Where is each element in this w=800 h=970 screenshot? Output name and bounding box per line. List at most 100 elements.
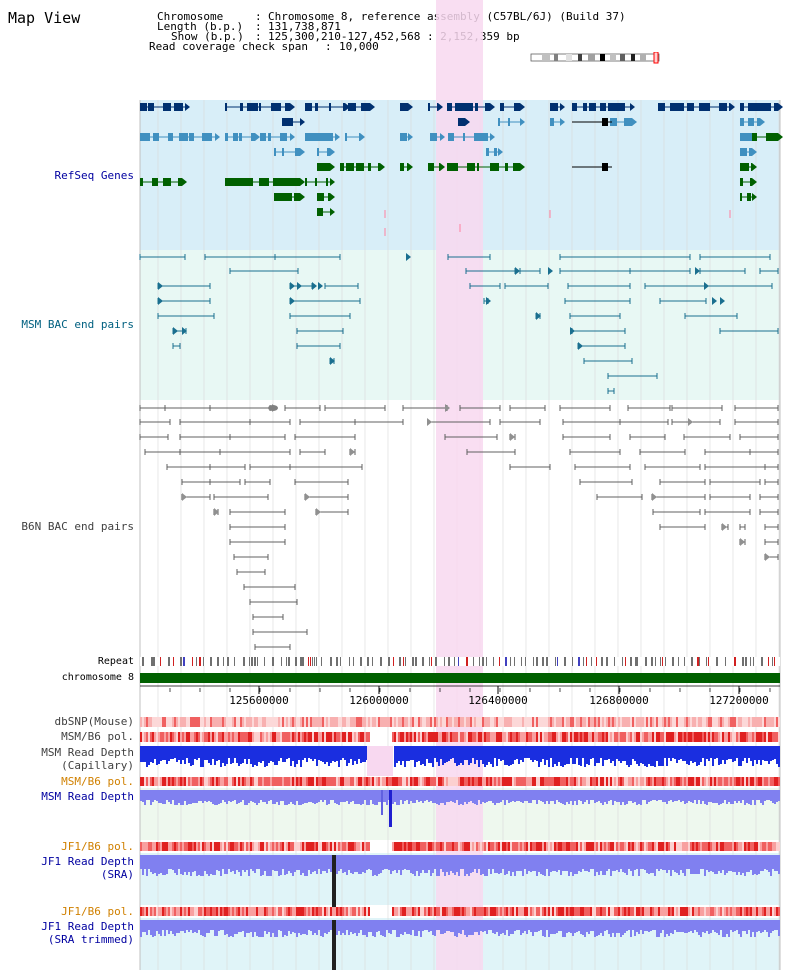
track-label-chromosome[interactable]: chromosome 8 — [61, 672, 134, 683]
depth-bar — [648, 855, 650, 874]
track-label-msm-b6-pol[interactable]: MSM/B6 pol. — [61, 730, 134, 743]
jf1-pol2-cell — [302, 907, 304, 916]
depth-bar — [448, 855, 450, 875]
depth-bar — [276, 790, 278, 802]
depth-bar — [754, 920, 756, 937]
track-label-jf1-b6-pol-2[interactable]: JF1/B6 pol. — [61, 905, 134, 918]
msm-pol-cell — [720, 732, 722, 742]
depth-bar — [734, 855, 736, 872]
depth-bar — [720, 855, 722, 873]
msm-pol-cell — [290, 732, 292, 742]
gene-exon — [740, 118, 744, 126]
jf1-pol2-cell — [346, 907, 348, 916]
jf1-pol-cell — [550, 842, 552, 851]
msm-pol2-cell — [464, 777, 466, 786]
dbsnp-cell — [150, 717, 152, 727]
repeat-element — [578, 657, 580, 666]
depth-bar — [384, 855, 386, 869]
track-label-repeat[interactable]: Repeat — [97, 656, 134, 667]
depth-bar — [464, 920, 466, 935]
track-label-jf1-depth-sra[interactable]: JF1 Read Depth (SRA) — [41, 855, 134, 881]
dbsnp-cell — [426, 717, 428, 727]
jf1-pol2-cell — [262, 907, 264, 916]
depth-bar — [660, 746, 662, 766]
dbsnp-cell — [586, 717, 588, 727]
depth-bar — [284, 920, 286, 935]
gene-exon — [168, 133, 173, 141]
depth-bar — [710, 920, 712, 933]
depth-bar — [706, 790, 708, 805]
jf1-pol2-cell — [536, 907, 538, 916]
dbsnp-cell — [646, 717, 648, 727]
msm-pol-cell — [216, 732, 218, 742]
depth-bar — [234, 920, 236, 934]
depth-bar — [454, 855, 456, 875]
track-label-dbsnp[interactable]: dbSNP(Mouse) — [54, 715, 134, 728]
gene-exon — [328, 193, 330, 201]
depth-bar — [268, 920, 270, 932]
msm-pol-cell — [462, 732, 464, 742]
track-label-jf1-depth-trimmed[interactable]: JF1 Read Depth (SRA trimmed) — [41, 920, 134, 946]
jf1-pol2-cell — [212, 907, 214, 916]
depth-bar — [558, 746, 560, 762]
jf1-pol2-cell — [280, 907, 282, 916]
chromosome-ideogram[interactable] — [530, 52, 662, 64]
jf1-pol2-cell — [144, 907, 146, 916]
depth-bar — [344, 790, 346, 802]
depth-bar — [246, 855, 248, 870]
depth-bar — [738, 746, 740, 766]
jf1-pol-cell — [716, 842, 718, 851]
depth-bar — [418, 920, 420, 931]
gene-exon — [458, 118, 465, 126]
msm-pol-cell — [278, 732, 280, 742]
dbsnp-cell — [726, 717, 728, 727]
msm-pol2-cell — [690, 777, 692, 786]
gene-exon — [749, 148, 752, 156]
track-label-msm-depth-sra[interactable]: MSM Read Depth — [41, 790, 134, 803]
dbsnp-cell — [510, 717, 512, 727]
repeat-track-bg — [140, 657, 780, 666]
msm-pol-cell — [338, 732, 340, 742]
depth-bar — [420, 855, 422, 873]
depth-bar — [476, 920, 478, 932]
depth-bar — [750, 746, 752, 761]
jf1-pol-cell — [366, 842, 368, 851]
gene-exon — [315, 178, 317, 186]
msm-pol2-cell — [192, 777, 194, 786]
depth-bar — [708, 855, 710, 872]
dbsnp-cell — [230, 717, 232, 727]
depth-bar — [690, 790, 692, 802]
repeat-element — [160, 657, 161, 666]
track-label-refseq[interactable]: RefSeq Genes — [54, 169, 134, 182]
track-label-msm-bac[interactable]: MSM BAC end pairs — [21, 318, 134, 331]
depth-bar — [348, 746, 350, 763]
msm-pol-cell — [162, 732, 164, 742]
track-label-msm-b6-pol-2[interactable]: MSM/B6 pol. — [61, 775, 134, 788]
repeat-element — [564, 657, 566, 666]
depth-bar — [370, 790, 372, 800]
jf1-pol-cell — [406, 842, 408, 851]
depth-bar — [554, 855, 556, 871]
depth-bar — [248, 855, 250, 876]
depth-bar — [702, 746, 704, 758]
msm-pol2-cell — [170, 777, 172, 786]
msm-pol2-cell — [772, 777, 774, 786]
depth-bar — [546, 855, 548, 869]
msm-pol2-cell — [354, 777, 356, 786]
depth-bar — [178, 920, 180, 933]
depth-bar — [202, 790, 204, 803]
track-label-b6n-bac[interactable]: B6N BAC end pairs — [21, 520, 134, 533]
jf1-pol2-cell — [518, 907, 520, 916]
msm-pol2-cell — [522, 777, 524, 786]
track-label-msm-depth-capillary[interactable]: MSM Read Depth (Capillary) — [41, 746, 134, 772]
depth-bar — [200, 855, 202, 876]
depth-bar — [220, 855, 222, 876]
jf1-pol-cell — [180, 842, 182, 851]
msm-pol2-cell — [486, 777, 488, 786]
track-label-jf1-b6-pol[interactable]: JF1/B6 pol. — [61, 840, 134, 853]
depth-bar — [416, 855, 418, 871]
depth-bar — [710, 855, 712, 871]
depth-bar — [432, 746, 434, 767]
msm-pol-cell — [194, 732, 196, 742]
